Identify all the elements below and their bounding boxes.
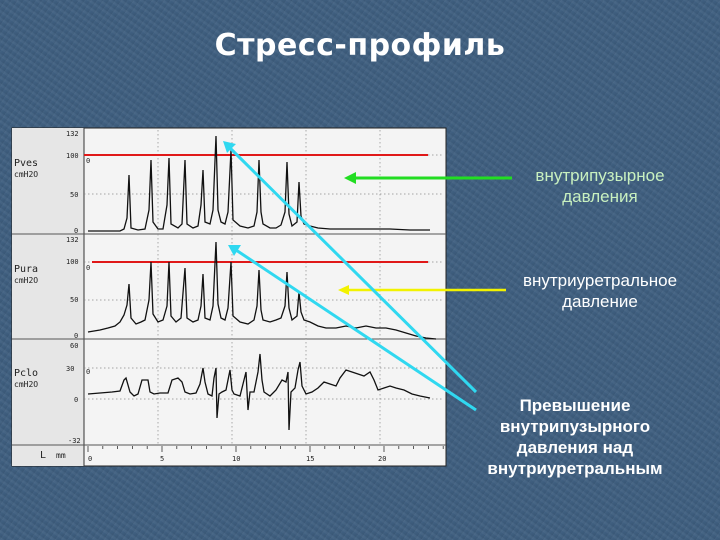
panel-3-tick-top: 60: [70, 342, 78, 350]
arrow-exceed-upper: [223, 141, 478, 394]
caption-urethral-pressure: внутриуретральное давление: [522, 271, 678, 311]
pura-trace: [87, 241, 437, 340]
caption-exceed-line-3: давления над: [516, 438, 634, 457]
x-axis-minor-ticks: [87, 446, 444, 452]
pclo-trace: [87, 353, 431, 431]
caption-pressure-exceed: Превышение внутрипузырного давления над …: [470, 395, 680, 479]
panel-3-tick-bottom: -32: [68, 437, 81, 445]
x-tick-20: 20: [378, 455, 386, 463]
arrow-exceed-lower: [228, 245, 477, 412]
panel-2-unit: cmH2O: [14, 276, 38, 285]
panel-2-marker: 0: [86, 264, 90, 272]
caption-exceed-line-1: Превышение: [519, 396, 631, 415]
panel-3-label: Pclo: [14, 368, 38, 379]
panel-3-tick-mid: 30: [66, 365, 74, 373]
panel-2-tick-50: 50: [70, 296, 78, 304]
label-column: [12, 128, 84, 466]
panel-3-tick-0: 0: [74, 396, 78, 404]
x-tick-0: 0: [88, 455, 92, 463]
x-tick-5: 5: [160, 455, 164, 463]
pves-trace: [88, 135, 430, 232]
panel-1-unit: cmH2O: [14, 170, 38, 179]
panel-1-tick-100: 100: [66, 152, 79, 160]
arrow-vesical: [344, 172, 512, 184]
caption-vesical-pressure: внутрипузырное давления: [535, 166, 665, 206]
panel-1-tick-50: 50: [70, 191, 78, 199]
panel-1-tick-0: 0: [74, 227, 78, 235]
panel-1-marker: 0: [86, 157, 90, 165]
x-axis-label: L: [40, 450, 46, 461]
panel-3-unit: cmH2O: [14, 380, 38, 389]
x-tick-15: 15: [306, 455, 314, 463]
caption-exceed-line-2: внутрипузырного: [499, 417, 651, 436]
slide-title: Стресс-профиль: [214, 28, 506, 63]
panel-1-tick-top: 132: [66, 130, 79, 138]
caption-exceed-line-4: внутриуретральным: [487, 459, 663, 478]
panel-2-tick-top: 132: [66, 236, 79, 244]
panel-3-marker: 0: [86, 368, 90, 376]
panel-2-tick-100: 100: [66, 258, 79, 266]
panel-1-label: Pves: [14, 158, 38, 169]
panel-2-tick-0: 0: [74, 332, 78, 340]
x-axis-unit: mm: [56, 451, 66, 460]
panel-2-label: Pura: [14, 264, 38, 275]
x-tick-10: 10: [232, 455, 240, 463]
